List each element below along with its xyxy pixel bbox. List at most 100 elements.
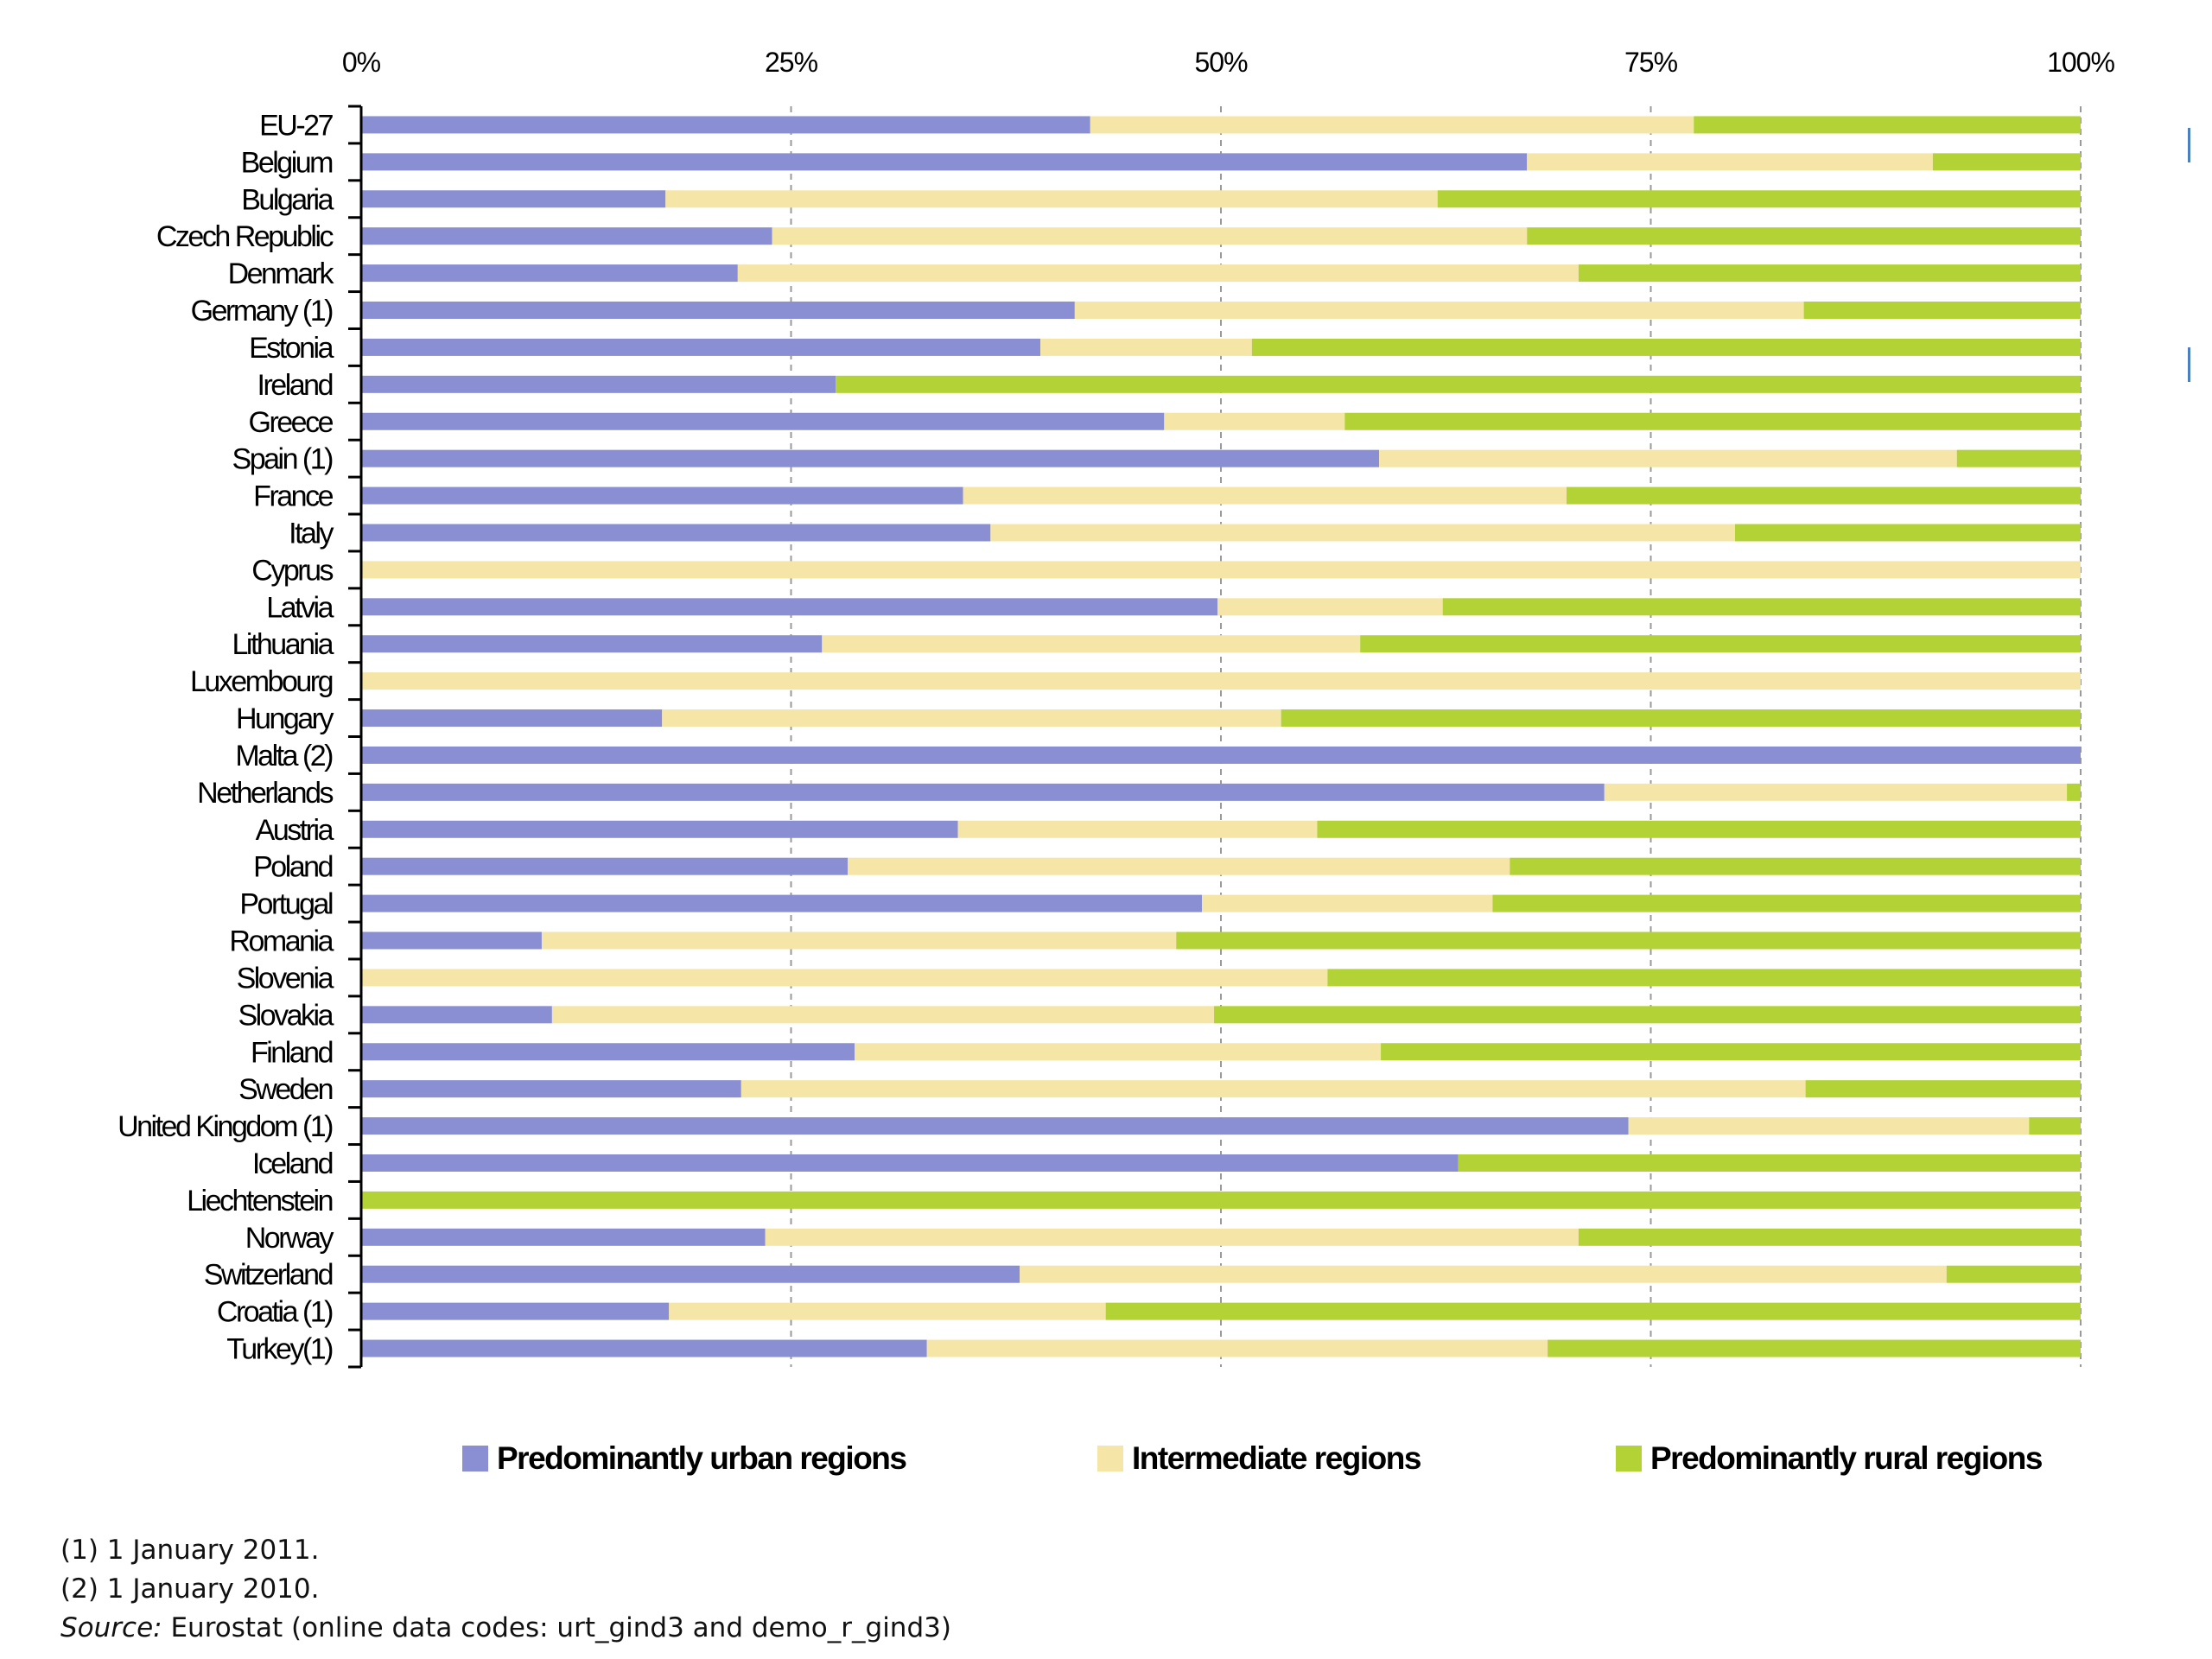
legend-swatch-rural xyxy=(1616,1446,1642,1471)
y-category-label: Germany (1) xyxy=(191,295,333,327)
bar-segment xyxy=(361,709,663,728)
bar-segment xyxy=(361,894,1203,912)
bar-segment xyxy=(361,783,1605,801)
bar-segment xyxy=(361,598,1218,616)
chart-svg: 0% 25% 50% 75% 100% EU-27 Belgium Bulgaria Czech… xyxy=(118,47,2115,1369)
bar-segment xyxy=(1578,1228,2081,1246)
bar-segment xyxy=(737,264,1579,283)
bar-segment xyxy=(665,190,1438,208)
bar-segment xyxy=(669,1302,1106,1320)
bar-segment xyxy=(926,1339,1548,1357)
y-category-label: Switzerland xyxy=(204,1259,333,1292)
bar-segment xyxy=(361,1191,2081,1209)
bar-segment xyxy=(855,1043,1382,1061)
y-category-label: France xyxy=(253,480,333,513)
y-category-label: Turkey(1) xyxy=(226,1333,333,1366)
bar-segment xyxy=(1217,598,1443,616)
bar-segment xyxy=(662,709,1281,728)
bar-segment xyxy=(361,338,1041,356)
bar-segment xyxy=(361,1154,1459,1172)
bar-segment xyxy=(361,190,666,208)
bar-segment xyxy=(361,857,849,875)
bar-segment xyxy=(1437,190,2081,208)
bar-segment xyxy=(1510,857,2081,875)
bar-segment xyxy=(772,227,1528,245)
y-category-label: Czech Republic xyxy=(156,220,334,253)
bar-segment xyxy=(1281,709,2081,728)
bar-segment xyxy=(1604,783,2068,801)
bar-segment xyxy=(361,672,2081,690)
chart-notes: (1) 1 January 2011. (2) 1 January 2010. … xyxy=(60,1531,951,1648)
bar-segment xyxy=(361,524,991,542)
y-category-label: Slovenia xyxy=(237,962,334,995)
bar-segment xyxy=(1020,1265,1947,1283)
bar-segment xyxy=(1946,1265,2081,1283)
edge-marker-bottom xyxy=(2188,347,2190,382)
y-category-label: Italy xyxy=(289,517,334,550)
bar-segment xyxy=(822,635,1361,653)
y-category-label: Netherlands xyxy=(197,777,333,810)
bar-segment xyxy=(1040,338,1252,356)
chart-legend: Predominantly urban regions Intermediate… xyxy=(0,1433,2212,1484)
y-category-label: United Kingdom (1) xyxy=(118,1110,333,1143)
footnote-1: (1) 1 January 2011. xyxy=(60,1535,320,1566)
x-tick-label: 50% xyxy=(1194,47,1248,78)
bar-segment xyxy=(741,1080,1806,1098)
bar-segment xyxy=(765,1228,1579,1246)
y-category-label: Belgium xyxy=(241,146,334,179)
source-label: Source: xyxy=(60,1612,162,1643)
y-category-label: Sweden xyxy=(238,1073,332,1106)
y-category-label: Hungary xyxy=(236,702,334,735)
bar-segment xyxy=(1105,1302,2081,1320)
bar-segment xyxy=(2029,1117,2081,1135)
bar-segment xyxy=(361,1043,855,1061)
bar-segment xyxy=(1164,412,1345,430)
bar-segment xyxy=(1492,894,2081,912)
y-category-label: Estonia xyxy=(249,332,334,365)
bar-segment xyxy=(990,524,1736,542)
bar-segment xyxy=(361,1117,1629,1135)
y-category-label: Croatia (1) xyxy=(217,1296,333,1329)
legend-item-intermediate: Intermediate regions xyxy=(1097,1433,1421,1484)
bar-segment xyxy=(848,857,1510,875)
bar-segment xyxy=(1327,969,2081,987)
bar-segment xyxy=(1360,635,2081,653)
bar-segment xyxy=(361,969,1328,987)
bar-segment xyxy=(1458,1154,2081,1172)
bar-segment xyxy=(1566,486,2081,505)
bar-segment xyxy=(1578,264,2081,283)
y-category-label: Romania xyxy=(229,925,334,958)
y-category-label: Denmark xyxy=(228,257,335,290)
bar-segment xyxy=(361,1339,927,1357)
bar-segment xyxy=(1527,227,2081,245)
bar-segment xyxy=(1956,449,2081,467)
legend-label-urban: Predominantly urban regions xyxy=(497,1440,907,1476)
bar-segment xyxy=(361,1302,670,1320)
y-category-label: Luxembourg xyxy=(190,665,333,698)
bar-segment xyxy=(361,1265,1020,1283)
y-category-label: Cyprus xyxy=(251,554,333,587)
bar-segment xyxy=(836,375,2081,393)
bar-segment xyxy=(1317,820,2081,838)
stacked-bar-chart: 0% 25% 50% 75% 100% EU-27 Belgium Bulgaria Czech… xyxy=(118,47,2115,1369)
bar-segment xyxy=(1381,1043,2081,1061)
y-category-label: Malta (2) xyxy=(235,740,333,772)
legend-swatch-urban xyxy=(462,1446,488,1471)
y-category-label: EU-27 xyxy=(259,109,333,142)
bar-segment xyxy=(1628,1117,2030,1135)
bar-segment xyxy=(1803,302,2081,320)
bar-segment xyxy=(957,820,1318,838)
y-category-label: Iceland xyxy=(252,1147,333,1180)
edge-marker-top xyxy=(2188,128,2190,162)
y-category-label: Austria xyxy=(256,814,334,847)
bar-segment xyxy=(361,449,1380,467)
y-category-label: Bulgaria xyxy=(241,183,334,216)
bar-segment xyxy=(1176,931,2081,950)
bar-segment xyxy=(361,412,1165,430)
bar-segment xyxy=(551,1006,1215,1024)
bar-segment xyxy=(361,1228,766,1246)
legend-item-urban: Predominantly urban regions xyxy=(462,1433,907,1484)
bar-segment xyxy=(1202,894,1493,912)
bar-segment xyxy=(1214,1006,2081,1024)
x-tick-label: 75% xyxy=(1624,47,1678,78)
